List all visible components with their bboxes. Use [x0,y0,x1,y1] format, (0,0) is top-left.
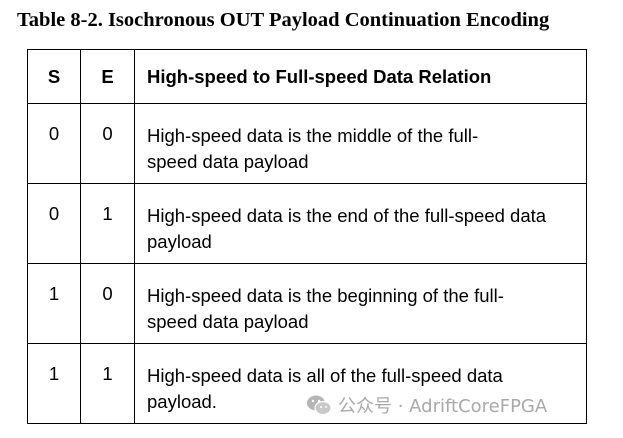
table-row: 0 0 High-speed data is the middle of the… [27,103,587,184]
cell-e: 0 [80,263,135,344]
relation-text: High-speed data is the beginning of the … [147,285,504,332]
cell-s: 1 [27,263,81,344]
relation-text: High-speed data is the middle of the ful… [147,125,479,172]
wechat-icon [306,394,332,416]
relation-text: High-speed data is all of the full-speed… [147,365,503,412]
cell-relation: High-speed data is the middle of the ful… [134,103,587,184]
cell-s: 0 [27,183,81,264]
cell-s: 0 [27,103,81,184]
encoding-table: S E High-speed to Full-speed Data Relati… [27,49,587,424]
cell-e: 0 [80,103,135,184]
header-relation: High-speed to Full-speed Data Relation [134,49,587,104]
cell-s: 1 [27,343,81,424]
cell-relation: High-speed data is the beginning of the … [134,263,587,344]
header-e: E [80,49,135,104]
watermark: 公众号 · AdriftCoreFPGA [306,392,547,418]
table-caption: Table 8-2. Isochronous OUT Payload Conti… [17,9,550,31]
table-header-row: S E High-speed to Full-speed Data Relati… [27,49,587,104]
header-s: S [27,49,81,104]
relation-text: High-speed data is the end of the full-s… [147,205,547,252]
cell-relation: High-speed data is all of the full-speed… [134,343,587,424]
cell-e: 1 [80,343,135,424]
cell-relation: High-speed data is the end of the full-s… [134,183,587,264]
table-row: 1 1 High-speed data is all of the full-s… [27,343,587,424]
watermark-text: 公众号 · AdriftCoreFPGA [338,396,548,417]
table-row: 0 1 High-speed data is the end of the fu… [27,183,587,264]
cell-e: 1 [80,183,135,264]
table-row: 1 0 High-speed data is the beginning of … [27,263,587,344]
